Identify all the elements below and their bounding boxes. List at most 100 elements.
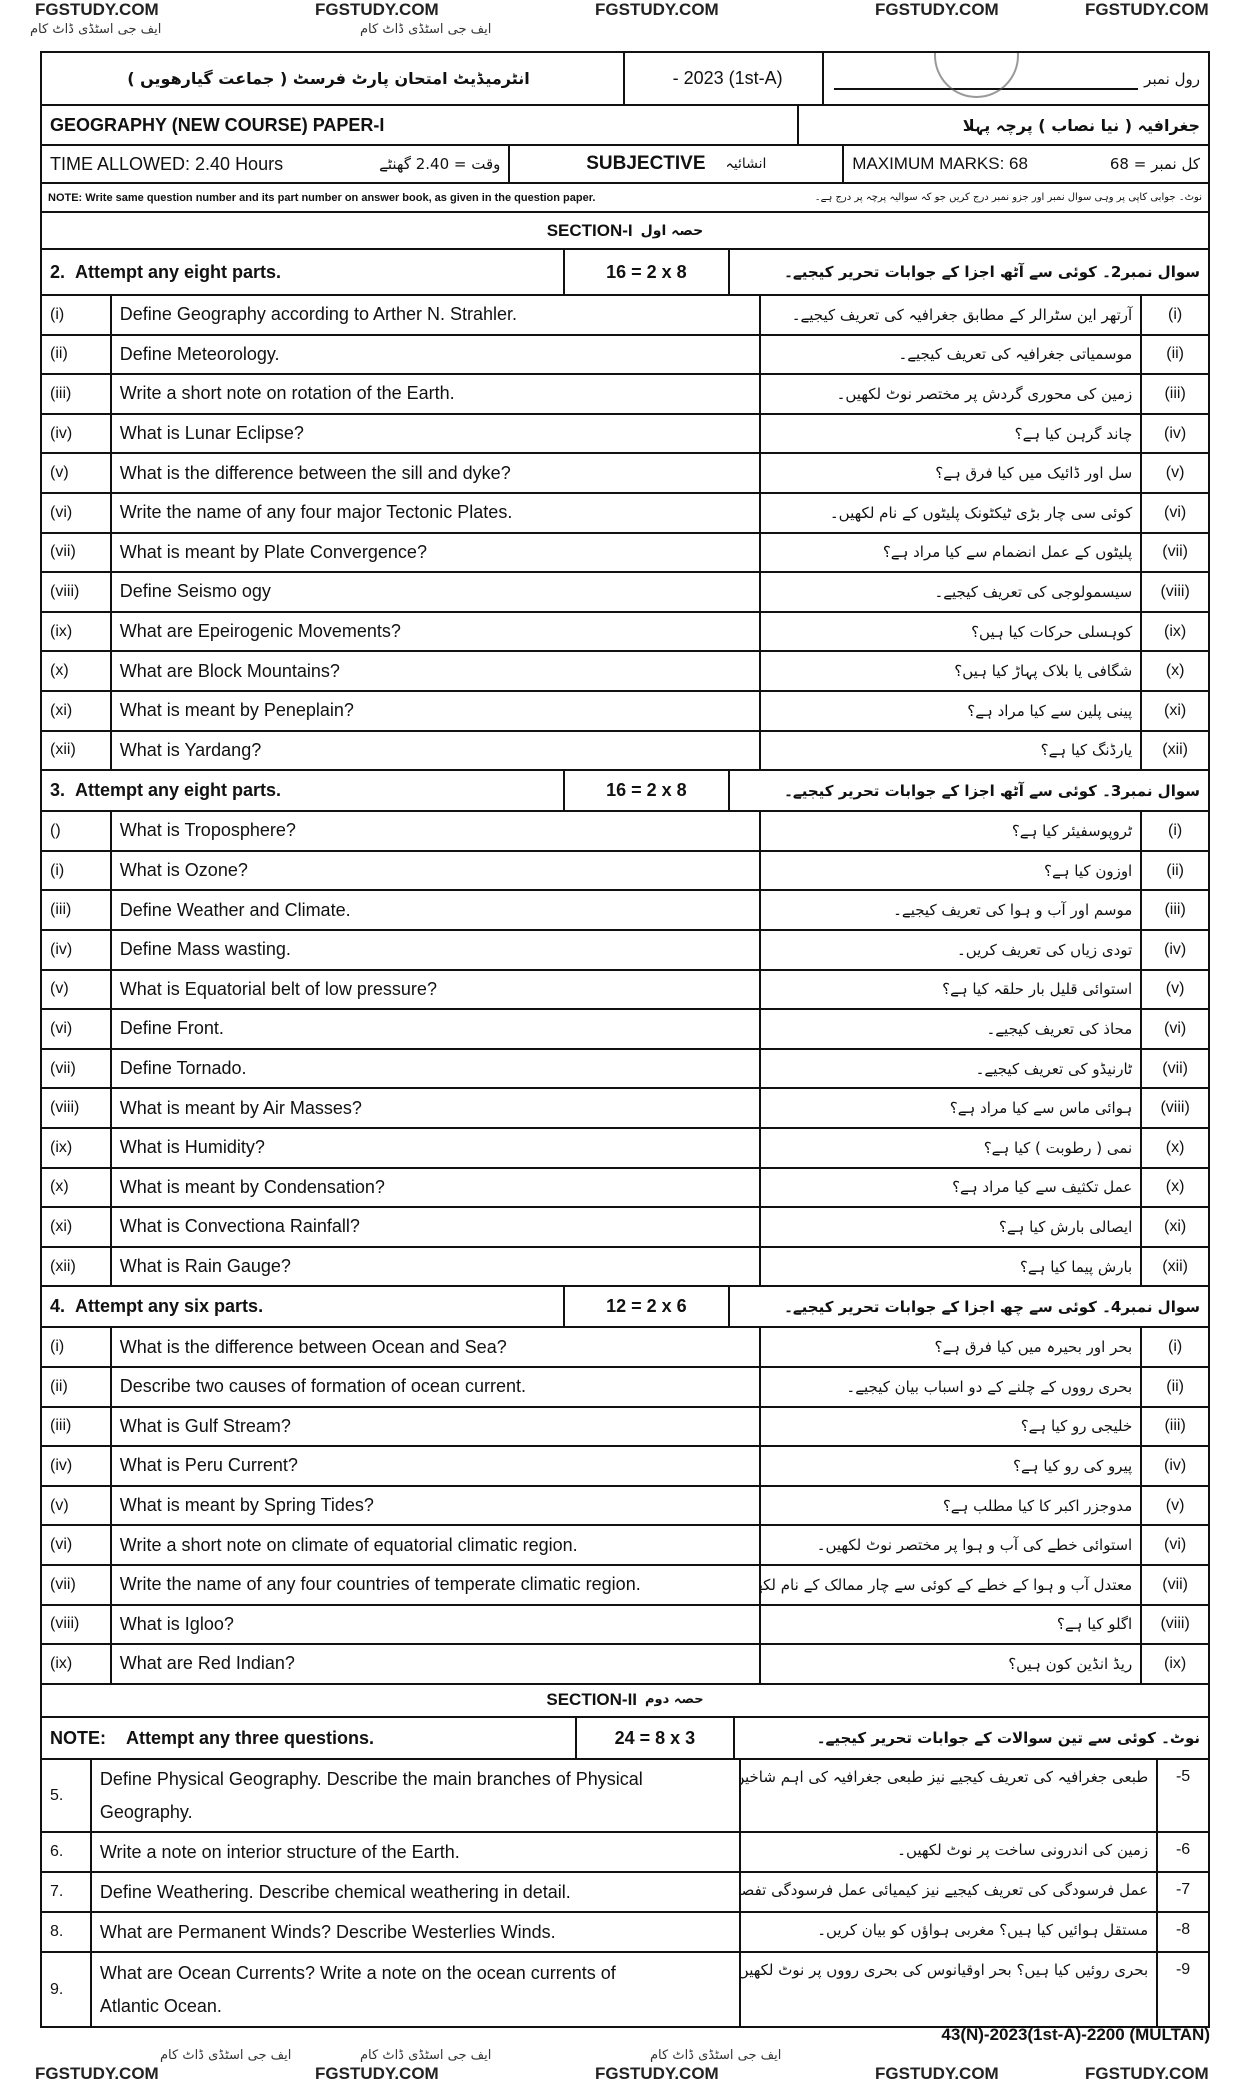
question-part-row: (xi) What is meant by Peneplain? پینی پلین…	[40, 692, 1210, 732]
subject-title-urdu: جغرافیہ ( نیا نصاب ) پرچہ پہلا	[962, 115, 1200, 135]
question-marks: 12 = 2 x 6	[565, 1287, 730, 1327]
long-question-text-urdu: عمل فرسودگی کی تعریف کیجیے نیز کیمیائی ع…	[741, 1873, 1159, 1911]
question-instruction-cell: 3. Attempt any eight parts.	[42, 771, 566, 811]
part-text-urdu: استوائی قلیل بار حلقہ کیا ہے؟	[761, 970, 1143, 1009]
part-number: (viii)	[42, 573, 112, 611]
long-question-text-urdu: طبعی جغرافیہ کی تعریف کیجیے نیز طبعی جغر…	[741, 1760, 1159, 1831]
part-number-urdu: (vii)	[1162, 543, 1188, 561]
section-2-heading: SECTION-II حصہ دوم	[40, 1683, 1210, 1718]
question-instruction-cell: 2. Attempt any eight parts.	[42, 250, 566, 294]
subject-row: GEOGRAPHY (NEW COURSE) PAPER-I جغرافیہ (…	[40, 106, 1210, 146]
part-number: (xii)	[42, 1247, 112, 1286]
part-number-urdu: (vi)	[1164, 1019, 1187, 1037]
part-text: What is Igloo?	[112, 1605, 761, 1644]
roll-number-field: رول نمبر	[824, 53, 1208, 104]
part-number: (iv)	[42, 931, 112, 969]
part-text: Define Weather and Climate.	[112, 891, 761, 929]
question-number: 3.	[50, 780, 66, 801]
question-part-row: (ii) Define Meteorology. موسمیاتی جغرافیہ …	[40, 335, 1210, 376]
part-number: (iv)	[42, 1447, 112, 1485]
part-number-urdu: (ii)	[1166, 1377, 1184, 1395]
part-number-urdu: (xii)	[1162, 741, 1188, 759]
long-question-number: 6.	[42, 1833, 92, 1871]
watermark-text: FGSTUDY.COM	[35, 0, 159, 19]
part-number: (ix)	[42, 612, 112, 651]
part-number: (ii)	[42, 1368, 112, 1406]
part-text: What is Lunar Eclipse?	[112, 414, 761, 453]
part-text: Write a short note on climate of equator…	[112, 1526, 761, 1564]
question-part-row: (viii) What is meant by Air Masses? ہوائی …	[40, 1089, 1210, 1129]
watermark-text: FGSTUDY.COM	[1085, 2064, 1209, 2083]
question-part-row: (vii) What is meant by Plate Convergence?…	[40, 533, 1210, 574]
part-text: What is Equatorial belt of low pressure?	[112, 970, 761, 1009]
part-text-urdu: بارش پیما کیا ہے؟	[761, 1247, 1143, 1286]
section-1-label-urdu: حصہ اول	[640, 222, 704, 239]
part-number: (xii)	[42, 731, 112, 770]
urdu-watermark: ایف جی اسٹڈی ڈاٹ کام	[30, 22, 162, 37]
part-text: What is Convectiona Rainfall?	[112, 1208, 761, 1246]
long-question-row: 9. What are Ocean Currents? Write a note …	[40, 1953, 1210, 2028]
part-number: (v)	[42, 970, 112, 1009]
part-number-urdu: (viii)	[1160, 1615, 1190, 1633]
part-text-urdu: اوزون کیا ہے؟	[761, 851, 1143, 890]
long-question-row: 6. Write a note on interior structure of …	[40, 1833, 1210, 1873]
part-text-urdu: پیرو کی رو کیا ہے؟	[761, 1447, 1143, 1485]
question-marks: 16 = 2 x 8	[565, 250, 730, 294]
part-number: (viii)	[42, 1605, 112, 1644]
long-question-text: What are Permanent Winds? Describe Weste…	[92, 1913, 741, 1951]
question-part-row: (iii) What is Gulf Stream? خلیجی رو کیا ہے…	[40, 1407, 1210, 1448]
part-text: What is meant by Condensation?	[112, 1168, 761, 1207]
part-number: (x)	[42, 652, 112, 690]
section-2-label-urdu: حصہ دوم	[645, 1692, 704, 1707]
part-number: ()	[42, 812, 112, 850]
part-number: (x)	[42, 1168, 112, 1207]
question-part-row: (xi) What is Convectiona Rainfall? ایصالی …	[40, 1208, 1210, 1248]
long-question-number-urdu: -5	[1175, 1768, 1191, 1785]
part-number: (vi)	[42, 1526, 112, 1564]
question-3-header: 3. Attempt any eight parts. 16 = 2 x 8 سوال…	[40, 771, 1210, 813]
part-number-urdu: (viii)	[1160, 1099, 1190, 1117]
part-number: (vi)	[42, 494, 112, 532]
part-text: Define Geography according to Arther N. …	[112, 296, 761, 334]
question-instruction: Attempt any eight parts.	[75, 261, 282, 282]
long-question-number: 9.	[42, 1953, 92, 2026]
question-part-row: (xii) What is Rain Gauge? بارش پیما کیا ہے…	[40, 1247, 1210, 1288]
part-text-urdu: پلیٹوں کے عمل انضمام سے کیا مراد ہے؟	[761, 533, 1143, 572]
part-number: (vi)	[42, 1010, 112, 1048]
part-number-urdu: (v)	[1165, 464, 1185, 482]
part-text-urdu: سل اور ڈائیک میں کیا فرق ہے؟	[761, 454, 1143, 492]
long-question-line: What are Ocean Currents? Write a note on…	[99, 1962, 616, 1983]
question-part-row: (v) What is the difference between the si…	[40, 454, 1210, 494]
part-number: (v)	[42, 1486, 112, 1525]
part-text-urdu: کوہسلی حرکات کیا ہیں؟	[761, 612, 1143, 651]
part-number: (iv)	[42, 414, 112, 453]
question-instruction-cell: 4. Attempt any six parts.	[42, 1287, 566, 1327]
part-text-urdu: زمین کی محوری گردش پر مختصر نوٹ لکھیں۔	[761, 375, 1143, 413]
watermark-text: FGSTUDY.COM	[315, 2064, 439, 2083]
stamp-mark	[934, 53, 1020, 98]
urdu-watermark: ایف جی اسٹڈی ڈاٹ کام	[160, 2048, 292, 2063]
maximum-marks-urdu: کل نمبر = 68	[1109, 155, 1200, 173]
part-text: What are Epeirogenic Movements?	[112, 612, 761, 651]
part-number-urdu: (viii)	[1160, 582, 1190, 600]
part-number: (iii)	[42, 1407, 112, 1446]
part-text-urdu: معتدل آب و ہوا کے خطے کے کوئی سے چار مما…	[761, 1566, 1143, 1604]
part-text-urdu: تودی زیاں کی تعریف کریں۔	[761, 931, 1143, 969]
question-part-row: (iv) What is Lunar Eclipse? چاند گرہن کیا …	[40, 414, 1210, 455]
part-text-urdu: پینی پلین سے کیا مراد ہے؟	[761, 692, 1143, 730]
question-part-row: (i) What is the difference between Ocean …	[40, 1328, 1210, 1368]
part-number-urdu: (i)	[1168, 305, 1183, 323]
part-number: (xi)	[42, 1208, 112, 1246]
part-number-urdu: (xi)	[1164, 1217, 1187, 1235]
header-title-row: انٹرمیڈیٹ امتحان پارٹ فرسٹ ( جماعت گیارھ…	[40, 51, 1210, 106]
long-question-number: 7.	[42, 1873, 92, 1911]
exam-year: - 2023 (1st-A)	[625, 53, 825, 104]
question-part-row: (v) What is meant by Spring Tides? مدوجزر …	[40, 1486, 1210, 1527]
instruction-note-urdu: نوٹ۔ جوابی کاپی پر وہی سوال نمبر اور جزو…	[814, 192, 1202, 203]
question-number: 4.	[50, 1296, 66, 1317]
section-2-instruction: Attempt any three questions.	[126, 1727, 375, 1748]
question-part-row: (vii) Write the name of any four countrie…	[40, 1566, 1210, 1606]
urdu-watermark: ایف جی اسٹڈی ڈاٹ کام	[650, 2048, 782, 2063]
part-number: (i)	[42, 296, 112, 334]
part-number-urdu: (iv)	[1164, 940, 1187, 958]
